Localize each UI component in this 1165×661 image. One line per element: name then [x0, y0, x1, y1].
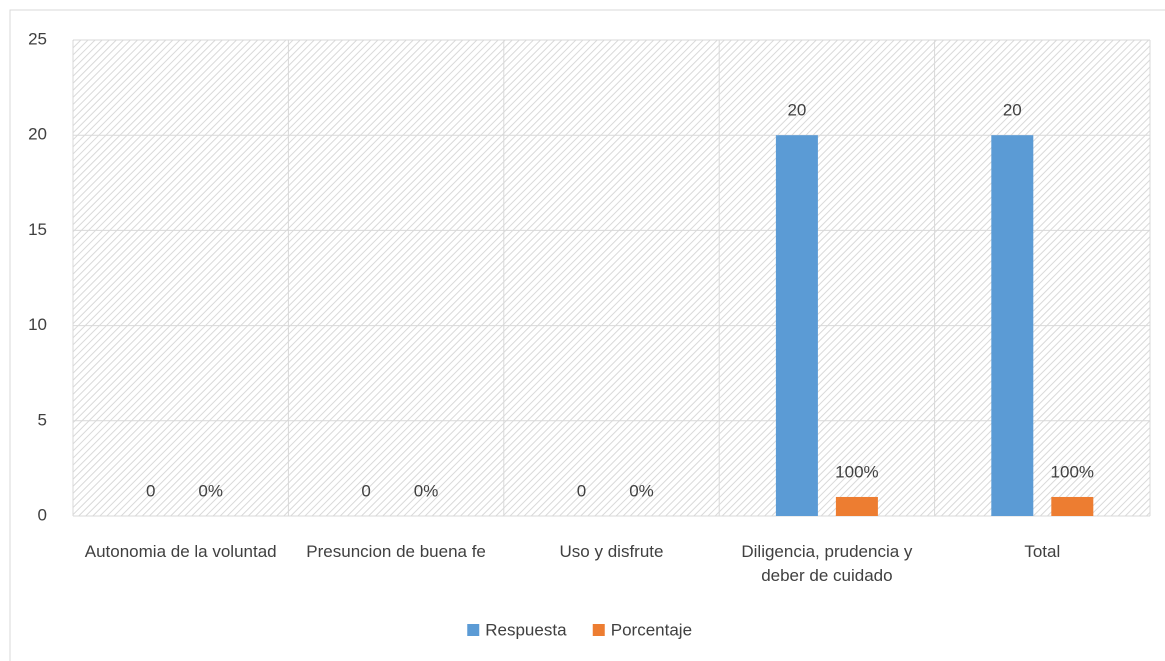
- y-tick-label: 10: [28, 315, 47, 334]
- legend-label: Respuesta: [485, 620, 567, 639]
- data-label: 100%: [835, 462, 878, 481]
- legend-label: Porcentaje: [611, 620, 692, 639]
- x-tick-label: Presuncion de buena fe: [306, 542, 486, 561]
- data-label: 0%: [198, 481, 223, 500]
- x-tick-label: Total: [1024, 542, 1061, 561]
- y-tick-label: 25: [28, 29, 47, 48]
- x-tick-label: Uso y disfrute: [559, 542, 664, 561]
- y-tick-label: 15: [28, 220, 47, 239]
- bar: [835, 496, 878, 516]
- bar: [1051, 496, 1094, 516]
- data-label: 100%: [1051, 462, 1094, 481]
- plot-area: [73, 40, 1150, 516]
- legend-swatch: [592, 624, 605, 636]
- data-label: 20: [1003, 101, 1022, 120]
- y-tick-label: 20: [28, 125, 47, 144]
- data-label: 0: [577, 481, 586, 500]
- data-label: 0%: [414, 481, 439, 500]
- bar: [991, 135, 1034, 516]
- x-tick-label: Diligencia, prudencia y deber de cuidado: [741, 542, 913, 585]
- data-label: 0%: [629, 481, 654, 500]
- x-tick-label: Autonomia de la voluntad: [84, 542, 277, 561]
- y-tick-label: 0: [38, 505, 47, 524]
- legend-swatch: [467, 624, 480, 636]
- chart-border: [9, 9, 1165, 661]
- y-tick-label: 5: [38, 410, 47, 429]
- bar: [775, 135, 818, 516]
- data-label: 0: [361, 481, 370, 500]
- data-label: 0: [146, 481, 155, 500]
- data-label: 20: [787, 101, 806, 120]
